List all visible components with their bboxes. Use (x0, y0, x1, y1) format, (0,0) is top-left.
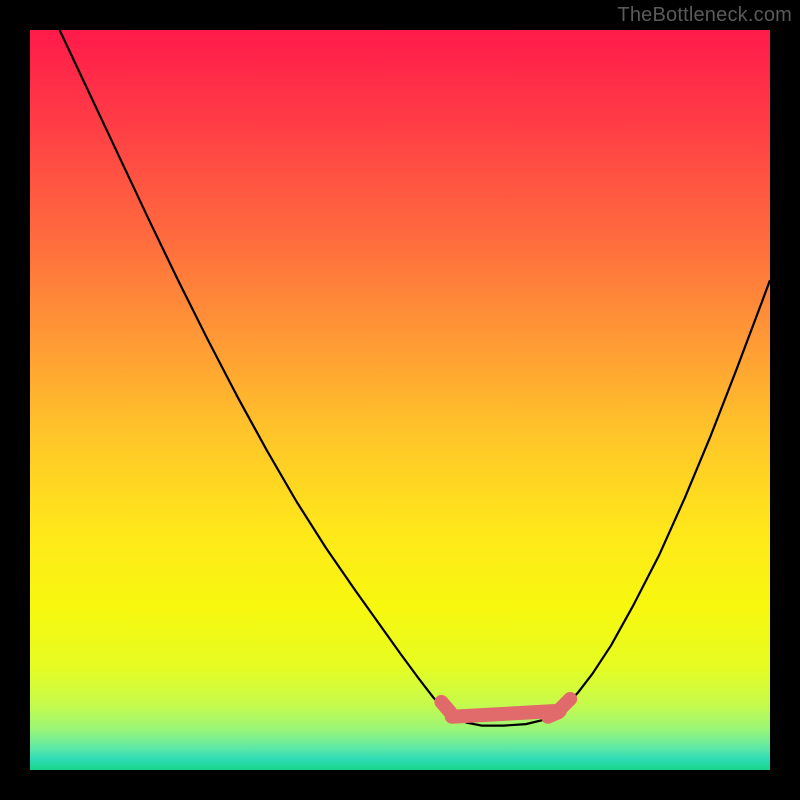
watermark-text: TheBottleneck.com (617, 4, 792, 27)
bottleneck-chart (0, 0, 800, 800)
chart-container: TheBottleneck.com (0, 0, 800, 800)
optimal-band-segment (560, 699, 570, 709)
chart-gradient-bg (30, 30, 770, 770)
